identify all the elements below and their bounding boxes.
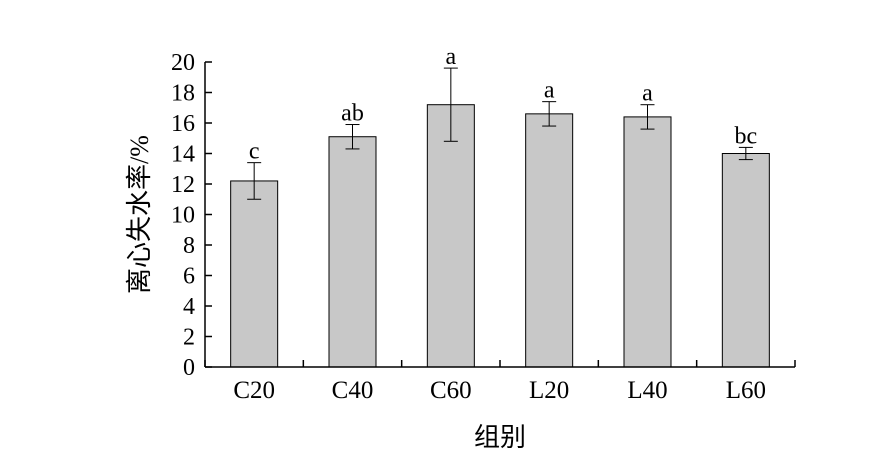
y-ticks-group: 0 2 4 6 8 10 12 14 16 18 20 bbox=[171, 50, 212, 381]
bar-c20 bbox=[230, 180, 279, 368]
error-bars-group bbox=[247, 67, 753, 200]
significance-label-c20: c bbox=[249, 139, 260, 165]
significance-label-c60: a bbox=[446, 44, 457, 70]
y-tick-label: 18 bbox=[171, 81, 195, 107]
x-axis-title: 组别 bbox=[474, 423, 526, 452]
error-bar-c20 bbox=[247, 162, 262, 200]
error-bar-l20 bbox=[542, 101, 557, 127]
error-bar-c40 bbox=[345, 124, 360, 150]
y-tick-label: 6 bbox=[183, 264, 195, 290]
error-bar-l40 bbox=[640, 104, 655, 130]
y-tick-label: 4 bbox=[183, 294, 195, 320]
y-axis-title: 离心失水率/% bbox=[125, 135, 154, 294]
error-bar-l60 bbox=[738, 146, 753, 161]
bar-c60 bbox=[426, 104, 475, 368]
bar-c40 bbox=[328, 136, 377, 368]
x-ticks-group: C20 C40 C60 L20 L40 L60 bbox=[204, 360, 796, 404]
significance-label-l40: a bbox=[642, 81, 653, 107]
y-tick-label: 14 bbox=[171, 142, 195, 168]
y-tick-label: 10 bbox=[171, 203, 195, 229]
y-tick-label: 16 bbox=[171, 111, 195, 137]
bar-l60 bbox=[721, 153, 770, 368]
y-tick-label: 8 bbox=[183, 233, 195, 259]
y-tick-label: 12 bbox=[171, 172, 195, 198]
axes-group bbox=[204, 62, 795, 368]
significance-labels-group: c ab a a a bc bbox=[249, 44, 757, 165]
y-tick-label: 20 bbox=[171, 50, 195, 76]
error-bar-c60 bbox=[443, 67, 458, 142]
y-tick-label: 0 bbox=[183, 355, 195, 381]
x-category-label: C60 bbox=[430, 377, 472, 404]
bar-l20 bbox=[525, 113, 574, 368]
significance-label-l60: bc bbox=[735, 123, 758, 149]
bar-l40 bbox=[623, 116, 672, 368]
x-category-label: C20 bbox=[233, 377, 275, 404]
y-tick-label: 2 bbox=[183, 325, 195, 351]
x-category-label: L40 bbox=[627, 377, 667, 404]
significance-label-c40: ab bbox=[341, 101, 364, 127]
bars-group bbox=[230, 104, 770, 368]
x-category-label: C40 bbox=[332, 377, 374, 404]
significance-label-l20: a bbox=[544, 78, 555, 104]
x-category-label: L20 bbox=[529, 377, 569, 404]
x-category-label: L60 bbox=[726, 377, 766, 404]
